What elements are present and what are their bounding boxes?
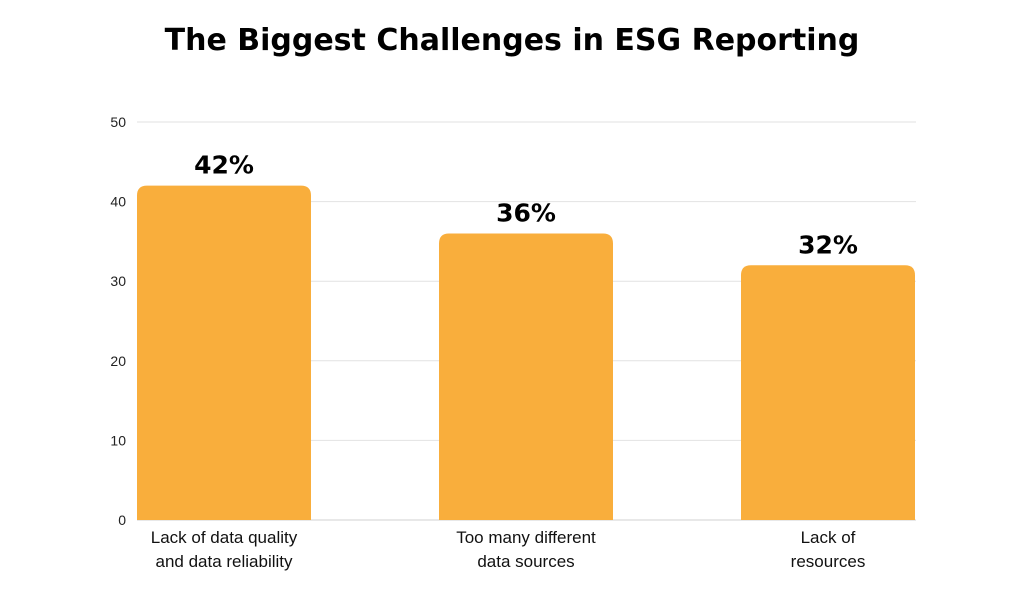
chart-title: The Biggest Challenges in ESG Reporting: [165, 23, 860, 58]
data-label: 36%: [496, 198, 556, 227]
x-tick-label: Too many different: [456, 528, 596, 547]
y-tick-label: 40: [110, 194, 126, 210]
bar: [439, 233, 613, 520]
data-label: 42%: [194, 151, 254, 180]
x-tick-label: resources: [791, 552, 866, 571]
x-tick-label: Lack of: [801, 528, 856, 547]
data-label: 32%: [798, 230, 858, 259]
y-axis-ticks: 0 10 20 30 40 50: [110, 114, 126, 528]
x-tick-label: Lack of data quality: [151, 528, 298, 547]
x-tick-label: and data reliability: [155, 552, 293, 571]
data-labels: 42% 36% 32%: [194, 151, 858, 260]
y-tick-label: 30: [110, 273, 126, 289]
bar: [137, 185, 311, 520]
y-tick-label: 50: [110, 114, 126, 130]
x-tick-label: data sources: [477, 552, 574, 571]
y-tick-label: 20: [110, 353, 126, 369]
bars: [137, 185, 915, 520]
category-labels: Lack of data quality and data reliability…: [151, 528, 866, 571]
y-tick-label: 0: [118, 512, 126, 528]
y-tick-label: 10: [110, 432, 126, 448]
bar: [741, 265, 915, 520]
